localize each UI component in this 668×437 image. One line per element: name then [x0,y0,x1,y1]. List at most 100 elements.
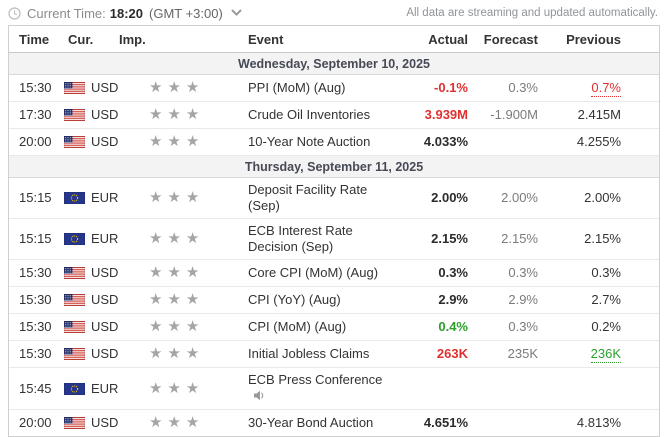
currency-code: USD [91,292,119,307]
event-row[interactable]: 20:00 USD ★ ★ ★ 30-Year Bond Auction 4.651% 4.8… [9,410,659,436]
forecast-cell: 2.9% [468,288,538,312]
event-name-cell[interactable]: ECB Interest Rate Decision (Sep) [233,219,398,259]
previous-cell: 2.15% [538,227,659,251]
actual-cell-value: 2.9% [438,292,468,307]
forecast-cell: 235K [468,342,538,366]
star-icon: ★ [185,189,200,206]
event-name-cell[interactable]: Deposit Facility Rate (Sep) [233,178,398,218]
forecast-cell: 0.3% [468,315,538,339]
us-flag-icon [64,136,85,148]
importance-stars: ★ ★ ★ [115,130,233,154]
event-row[interactable]: 15:15 EUR ★ ★ ★ ECB Interest Rate Decision (S… [9,219,659,260]
currency-code: USD [91,346,119,361]
event-name[interactable]: Core CPI (MoM) (Aug) [248,265,379,280]
event-name-cell[interactable]: CPI (YoY) (Aug) [233,288,398,312]
event-row[interactable]: 15:30 USD ★ ★ ★ CPI (YoY) (Aug) 2.9% 2.9% 2.7% [9,287,659,314]
event-name[interactable]: Deposit Facility Rate (Sep) [248,182,368,213]
event-name[interactable]: 30-Year Bond Auction [248,415,374,430]
importance-stars: ★ ★ ★ [115,76,233,100]
chevron-down-icon[interactable] [231,9,242,17]
topbar: Current Time: 18:20 (GMT +3:00) All data… [0,0,668,25]
actual-cell-value: -0.1% [434,80,468,95]
event-name-cell[interactable]: Core CPI (MoM) (Aug) [233,261,398,285]
forecast-cell: 0.3% [468,76,538,100]
event-name-cell[interactable]: Initial Jobless Claims [233,342,398,366]
currency-cell: USD [64,342,119,366]
day-label: Thursday, September 11, 2025 [244,159,424,174]
forecast-cell-value: 2.9% [508,292,538,307]
event-name-cell[interactable]: CPI (MoM) (Aug) [233,315,398,339]
star-icon: ★ [185,291,200,308]
star-icon: ★ [167,318,181,335]
star-icon: ★ [149,106,163,123]
economic-calendar-table: Time Cur. Imp. Event Actual Forecast Pre… [8,25,660,437]
us-flag-icon [64,294,85,306]
actual-cell: 3.939M [398,103,468,127]
event-row[interactable]: 15:45 EUR ★ ★ ★ ECB Press Conference [9,368,659,410]
forecast-cell-value: -1.900M [490,107,538,122]
us-flag-icon [64,348,85,360]
actual-cell: 4.033% [398,130,468,154]
event-name[interactable]: Initial Jobless Claims [248,346,370,361]
event-name-cell[interactable]: ECB Press Conference [233,368,398,409]
current-time-label: Current Time: [27,5,106,21]
header-currency: Cur. [68,31,94,47]
event-name[interactable]: PPI (MoM) (Aug) [248,80,346,95]
speaker-icon[interactable] [253,389,266,405]
currency-code: USD [91,80,119,95]
event-name-cell[interactable]: Crude Oil Inventories [233,103,398,127]
eu-flag-icon [64,192,85,204]
actual-cell-value: 263K [436,346,468,361]
currency-code: USD [91,134,119,149]
event-row[interactable]: 15:30 USD ★ ★ ★ Core CPI (MoM) (Aug) 0.3% 0.3% 0… [9,260,659,287]
event-name[interactable]: Crude Oil Inventories [248,107,371,122]
previous-cell-value: 0.3% [591,265,621,280]
actual-cell: 2.9% [398,288,468,312]
event-name[interactable]: ECB Interest Rate Decision (Sep) [248,223,353,254]
event-row[interactable]: 15:30 USD ★ ★ ★ CPI (MoM) (Aug) 0.4% 0.3% 0.2% [9,314,659,341]
event-name[interactable]: CPI (YoY) (Aug) [248,292,341,307]
current-time-value: 18:20 [109,5,143,21]
event-row[interactable]: 15:30 USD ★ ★ ★ PPI (MoM) (Aug) -0.1% 0.3% 0.7% [9,75,659,102]
actual-cell: 0.3% [398,261,468,285]
event-time: 15:15 [19,190,52,205]
currency-code: EUR [91,231,119,246]
star-icon: ★ [185,414,200,431]
event-time: 15:30 [19,80,52,95]
us-flag-icon [64,417,85,429]
forecast-cell [468,385,538,393]
star-icon: ★ [185,230,200,247]
event-name[interactable]: 10-Year Note Auction [248,134,371,149]
actual-cell-value: 0.3% [438,265,468,280]
star-icon: ★ [167,345,181,362]
event-time: 15:45 [19,380,52,396]
importance-stars: ★ ★ ★ [115,186,233,210]
importance-stars: ★ ★ ★ [115,261,233,285]
currency-code: USD [91,319,119,334]
event-time: 15:15 [19,231,52,246]
importance-stars: ★ ★ ★ [115,227,233,251]
clock-icon [8,6,21,20]
event-name[interactable]: CPI (MoM) (Aug) [248,319,347,334]
event-time: 15:30 [19,346,52,361]
day-header-row: Thursday, September 11, 2025 [9,156,659,178]
event-row[interactable]: 20:00 USD ★ ★ ★ 10-Year Note Auction 4.033% 4.2… [9,129,659,156]
forecast-cell: -1.900M [468,103,538,127]
event-name-cell[interactable]: PPI (MoM) (Aug) [233,76,398,100]
star-icon: ★ [185,379,200,397]
star-icon: ★ [149,189,163,206]
event-name-cell[interactable]: 30-Year Bond Auction [233,411,398,435]
importance-stars: ★ ★ ★ [115,411,233,435]
event-row[interactable]: 15:15 EUR ★ ★ ★ Deposit Facility Rate (Sep) 2.… [9,178,659,219]
event-name[interactable]: ECB Press Conference [248,372,383,387]
event-row[interactable]: 17:30 USD ★ ★ ★ Crude Oil Inventories 3.939M -1… [9,102,659,129]
day-label: Wednesday, September 10, 2025 [238,56,430,71]
star-icon: ★ [167,189,181,206]
event-name-cell[interactable]: 10-Year Note Auction [233,130,398,154]
us-flag-icon [64,321,85,333]
previous-cell-value: 236K [590,346,621,363]
header-forecast: Forecast [483,31,538,47]
event-row[interactable]: 15:30 USD ★ ★ ★ Initial Jobless Claims 263K 235… [9,341,659,368]
actual-cell: 2.15% [398,227,468,251]
actual-cell: 263K [398,342,468,366]
